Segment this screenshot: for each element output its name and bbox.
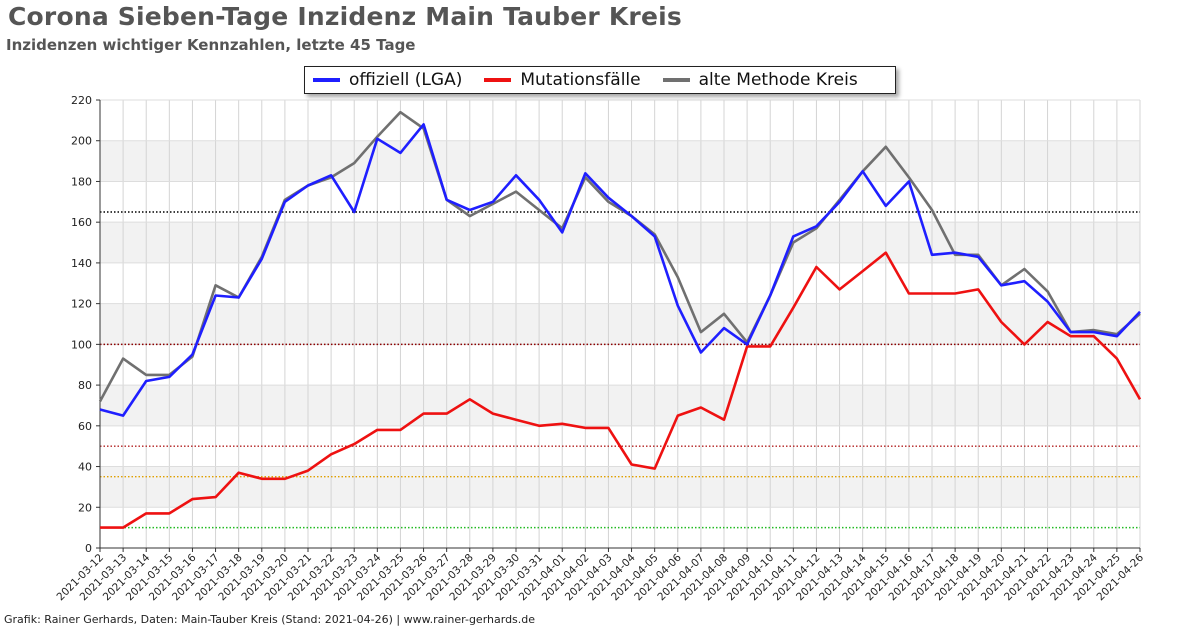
y-tick-label: 140	[71, 257, 92, 270]
legend-item-old-method: alte Methode Kreis	[662, 70, 858, 90]
series-line-official	[99, 123, 1141, 417]
y-tick-label: 80	[78, 379, 92, 392]
y-tick-label: 100	[71, 338, 92, 351]
grid-band	[100, 222, 1140, 263]
grid-band	[100, 385, 1140, 426]
y-tick-label: 120	[71, 298, 92, 311]
chart-legend: offiziell (LGA) Mutationsfälle alte Meth…	[304, 66, 896, 94]
legend-swatch-old-method	[662, 78, 690, 82]
legend-item-mutations: Mutationsfälle	[484, 70, 641, 90]
y-tick-label: 0	[85, 542, 92, 555]
footer-credit: Grafik: Rainer Gerhards, Daten: Main-Tau…	[4, 613, 536, 626]
grid-band	[100, 140, 1140, 182]
y-tick-label: 180	[71, 175, 92, 188]
grid-band	[100, 303, 1140, 345]
y-tick-label: 220	[71, 94, 92, 107]
legend-label-old-method: alte Methode Kreis	[698, 70, 858, 90]
legend-swatch-mutations	[484, 78, 512, 82]
y-tick-label: 60	[78, 420, 92, 433]
y-tick-label: 160	[71, 216, 92, 229]
chart-subtitle: Inzidenzen wichtiger Kennzahlen, letzte …	[6, 36, 416, 54]
grid-band	[100, 466, 1140, 508]
legend-label-official: offiziell (LGA)	[349, 70, 463, 90]
legend-swatch-official	[313, 78, 340, 82]
legend-item-official: offiziell (LGA)	[313, 70, 462, 90]
y-tick-label: 40	[78, 461, 92, 474]
legend-label-mutations: Mutationsfälle	[520, 70, 641, 90]
chart-title: Corona Sieben-Tage Inzidenz Main Tauber …	[8, 2, 682, 31]
y-tick-label: 20	[78, 501, 92, 514]
y-tick-label: 200	[71, 135, 92, 148]
series-line-mutations	[100, 251, 1142, 529]
